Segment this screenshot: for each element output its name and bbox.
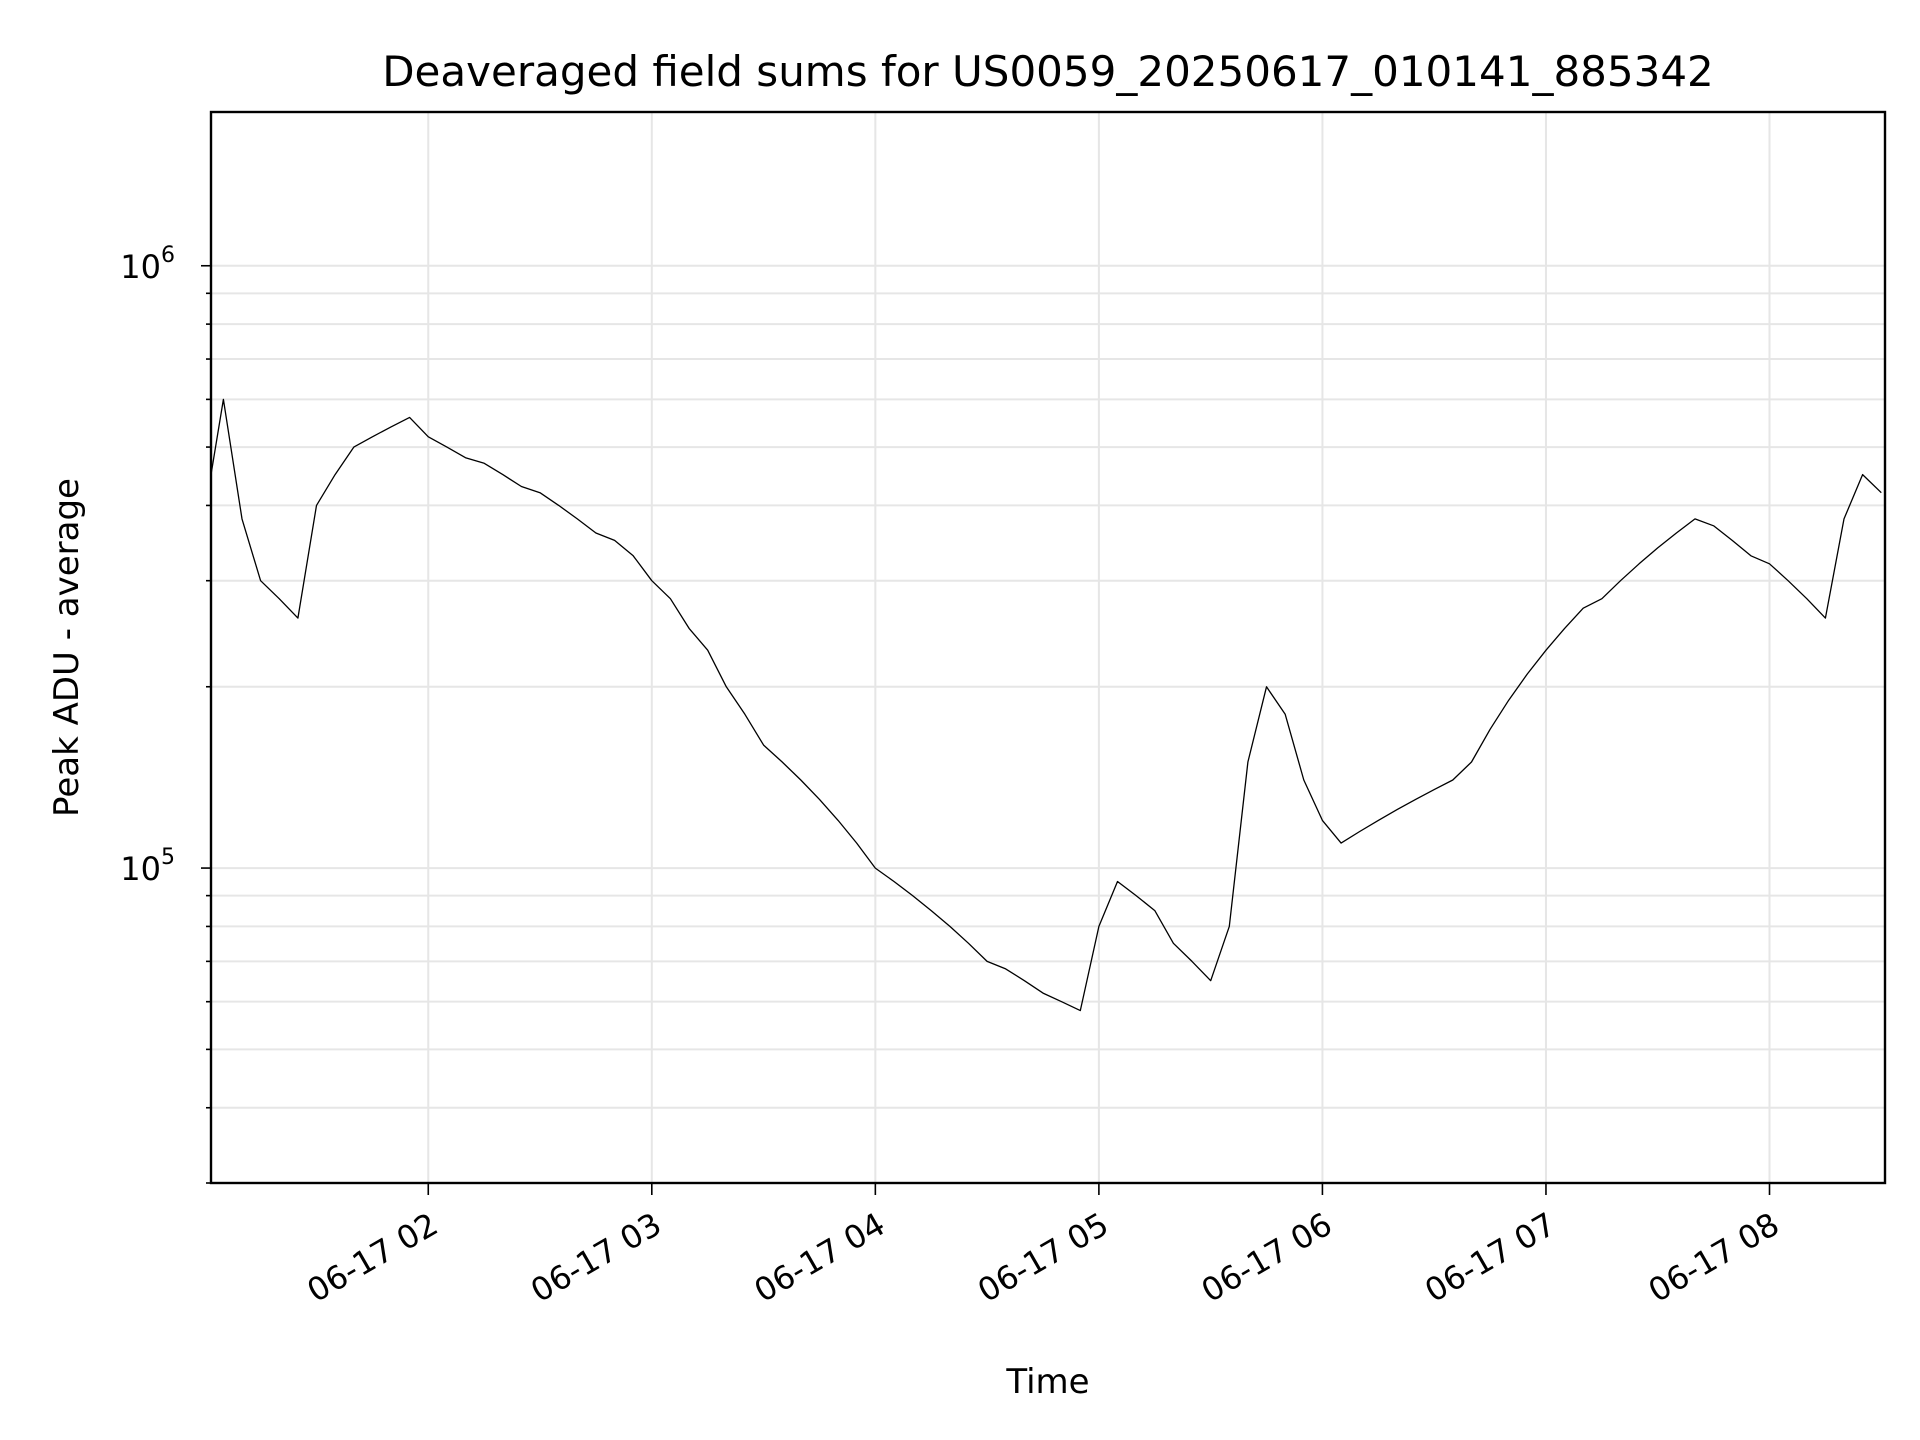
x-tick-label: 06-17 06: [1195, 1205, 1339, 1310]
y-tick-label: 105: [120, 845, 175, 888]
y-tick-label: 106: [120, 243, 175, 286]
series-line: [210, 398, 1882, 1012]
chart-title: Deaveraged field sums for US0059_2025061…: [382, 47, 1714, 96]
x-tick-label: 06-17 03: [524, 1205, 668, 1310]
x-tick-label: 06-17 08: [1642, 1205, 1786, 1310]
y-axis-label: Peak ADU - average: [47, 478, 87, 817]
y-tick-label-exponent: 6: [161, 243, 175, 268]
y-tick-label-base: 10: [120, 850, 161, 888]
x-tick-label: 06-17 02: [301, 1205, 445, 1310]
x-axis-label: Time: [1005, 1362, 1089, 1402]
grid: [211, 112, 1885, 1184]
x-tick-label: 06-17 04: [748, 1205, 892, 1310]
y-tick-label-base: 10: [120, 248, 161, 286]
x-tick-label: 06-17 07: [1418, 1205, 1562, 1310]
y-tick-label-exponent: 5: [161, 845, 175, 870]
plot-frame: [209, 110, 1887, 1185]
x-tick-label: 06-17 05: [971, 1205, 1115, 1310]
